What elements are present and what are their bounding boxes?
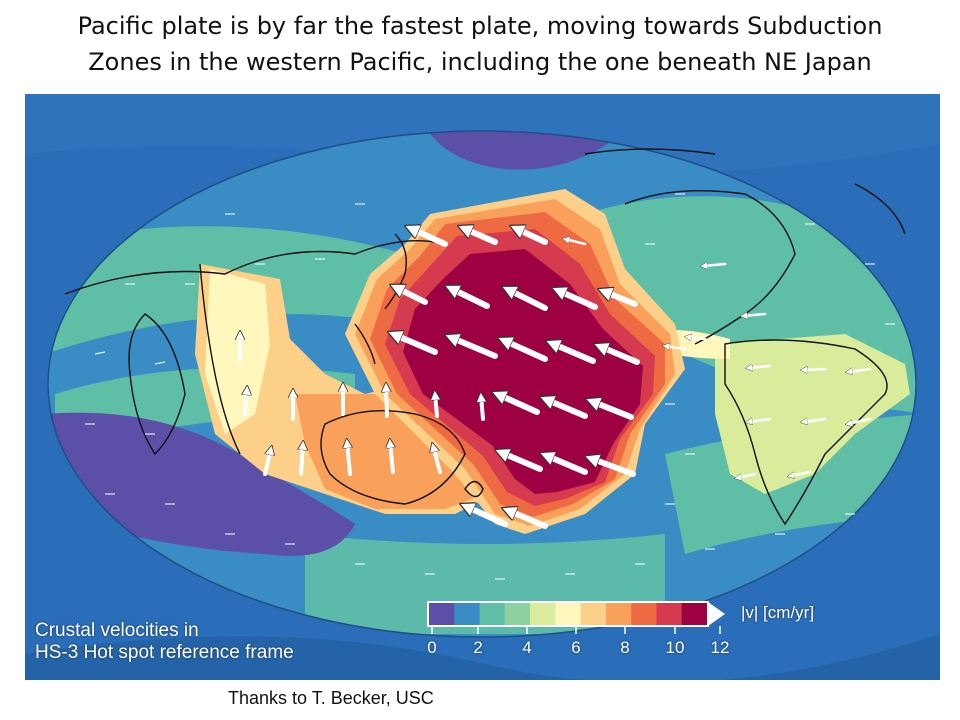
legend-swatch — [580, 603, 607, 625]
slide-title: Pacific plate is by far the fastest plat… — [0, 8, 960, 80]
legend-swatch — [605, 603, 632, 625]
legend-arrow-icon — [708, 602, 725, 626]
legend-swatch — [429, 603, 455, 625]
legend-colorbar — [429, 603, 708, 625]
legend-tick-label: 12 — [710, 638, 730, 657]
map-caption: Crustal velocities in HS-3 Hot spot refe… — [35, 620, 294, 664]
map-graphic — [25, 94, 940, 680]
small-arrows — [565, 239, 872, 478]
legend-tick-label: 10 — [665, 638, 685, 657]
legend-tick-label: 8 — [620, 638, 630, 657]
seafloor-texture-2 — [25, 634, 940, 680]
coastlines — [64, 148, 906, 526]
legend-swatch — [504, 603, 531, 625]
velocity-map: Crustal velocities in HS-3 Hot spot refe… — [25, 94, 940, 680]
legend-swatch — [555, 603, 582, 625]
legend-ticks — [431, 626, 721, 634]
legend-tick-label: 0 — [427, 638, 437, 657]
pacific-arrows — [393, 228, 640, 529]
legend-tick-label: 2 — [473, 638, 483, 657]
australia-arrows — [240, 334, 483, 476]
caption-line-1: Crustal velocities in — [35, 620, 199, 641]
legend-unit-label: |v| [cm/yr] — [741, 603, 815, 622]
legend-tick-label: 6 — [571, 638, 581, 657]
projection-outline — [47, 130, 917, 638]
field-arrows — [85, 193, 895, 580]
legend-tick-label: 4 — [522, 638, 532, 657]
legend-swatch — [454, 603, 481, 625]
caption-line-2: HS-3 Hot spot reference frame — [35, 642, 294, 663]
title-line-1: Pacific plate is by far the fastest plat… — [77, 12, 883, 40]
legend-swatch — [479, 603, 506, 625]
legend-swatch — [681, 603, 708, 625]
legend-swatch — [656, 603, 683, 625]
legend-swatch — [530, 603, 556, 625]
title-line-2: Zones in the western Pacific, including … — [88, 48, 872, 76]
legend-swatch — [631, 603, 657, 625]
credit-text: Thanks to T. Becker, USC — [228, 688, 434, 708]
